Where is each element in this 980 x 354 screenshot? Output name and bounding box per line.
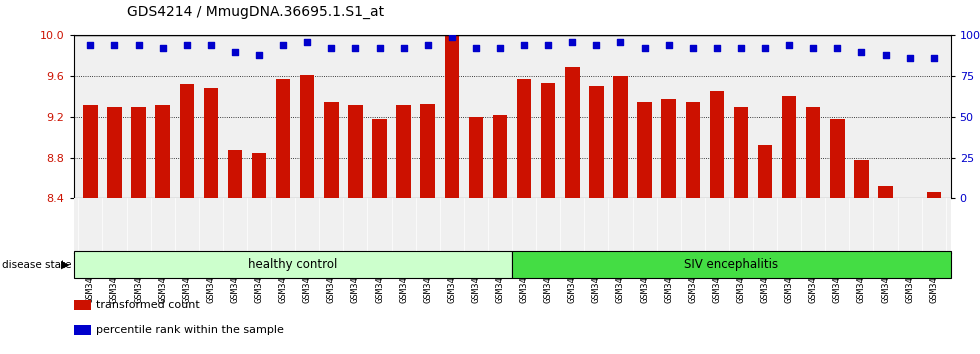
Bar: [83, 104, 98, 198]
Point: [492, 46, 508, 51]
Bar: [372, 119, 387, 198]
Point: [806, 46, 821, 51]
Point: [829, 46, 845, 51]
Point: [130, 42, 146, 48]
Bar: [348, 104, 363, 198]
Point: [179, 42, 195, 48]
Point: [468, 46, 484, 51]
Bar: [662, 98, 676, 198]
Point: [107, 42, 122, 48]
Bar: [276, 79, 290, 198]
Bar: [252, 154, 267, 198]
Bar: [516, 79, 531, 198]
Bar: [613, 76, 628, 198]
Text: percentile rank within the sample: percentile rank within the sample: [96, 325, 284, 335]
Bar: [758, 145, 772, 198]
Bar: [782, 96, 797, 198]
Point: [709, 46, 724, 51]
Bar: [300, 75, 315, 198]
Bar: [156, 104, 170, 198]
Point: [348, 46, 364, 51]
Bar: [396, 104, 411, 198]
Text: disease state: disease state: [2, 260, 72, 270]
Bar: [227, 150, 242, 198]
Bar: [468, 117, 483, 198]
Bar: [445, 35, 459, 198]
Bar: [512, 251, 951, 278]
Point: [612, 39, 628, 45]
Point: [661, 42, 676, 48]
Point: [926, 55, 942, 61]
Text: ▶: ▶: [61, 260, 70, 270]
Bar: [637, 102, 652, 198]
Bar: [830, 119, 845, 198]
Point: [781, 42, 797, 48]
Bar: [878, 186, 893, 198]
Point: [82, 42, 98, 48]
Bar: [926, 192, 941, 198]
Point: [685, 46, 701, 51]
Point: [275, 42, 291, 48]
Point: [589, 42, 605, 48]
Point: [733, 46, 749, 51]
Point: [516, 42, 532, 48]
Text: SIV encephalitis: SIV encephalitis: [684, 258, 778, 271]
Bar: [107, 107, 122, 198]
Bar: [686, 102, 700, 198]
Bar: [855, 160, 868, 198]
Bar: [74, 251, 512, 278]
Bar: [589, 86, 604, 198]
Bar: [204, 88, 219, 198]
Bar: [131, 107, 146, 198]
Point: [758, 46, 773, 51]
Bar: [493, 115, 508, 198]
Point: [203, 42, 219, 48]
Point: [540, 42, 556, 48]
Point: [396, 46, 412, 51]
Point: [637, 46, 653, 51]
Text: GDS4214 / MmugDNA.36695.1.S1_at: GDS4214 / MmugDNA.36695.1.S1_at: [127, 5, 384, 19]
Point: [444, 34, 460, 40]
Point: [371, 46, 387, 51]
Point: [251, 52, 267, 58]
Point: [878, 52, 894, 58]
Bar: [541, 83, 556, 198]
Bar: [806, 107, 820, 198]
Point: [419, 42, 435, 48]
Text: healthy control: healthy control: [248, 258, 337, 271]
Bar: [179, 84, 194, 198]
Bar: [420, 104, 435, 198]
Point: [300, 39, 316, 45]
Bar: [324, 102, 338, 198]
Text: transformed count: transformed count: [96, 300, 200, 310]
Bar: [734, 107, 748, 198]
Point: [854, 49, 869, 55]
Point: [564, 39, 580, 45]
Point: [902, 55, 917, 61]
Point: [323, 46, 339, 51]
Point: [227, 49, 243, 55]
Bar: [565, 67, 579, 198]
Bar: [710, 91, 724, 198]
Point: [155, 46, 171, 51]
